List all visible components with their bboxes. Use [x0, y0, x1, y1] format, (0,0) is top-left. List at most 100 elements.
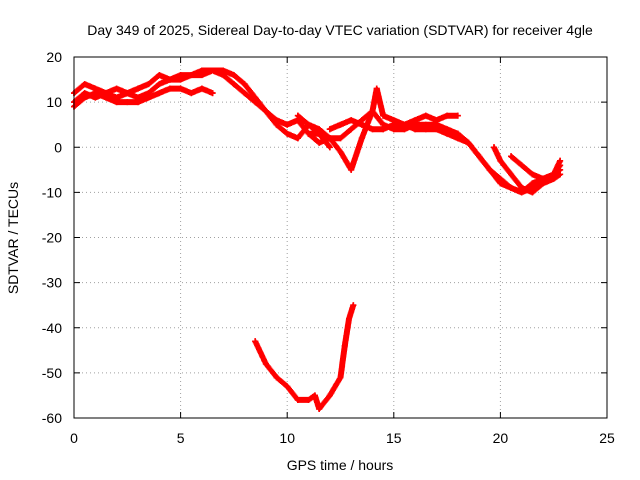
data-point — [294, 396, 301, 403]
data-point — [518, 162, 525, 169]
data-point — [337, 135, 344, 142]
data-point — [156, 90, 163, 97]
data-point — [326, 135, 333, 142]
data-point — [326, 392, 333, 399]
x-tick-label: 5 — [177, 430, 185, 446]
data-point — [316, 405, 323, 412]
chart-title: Day 349 of 2025, Sidereal Day-to-day VTE… — [87, 22, 593, 38]
data-point — [166, 85, 173, 92]
data-point — [294, 112, 301, 119]
y-tick-label: -40 — [42, 320, 62, 336]
data-point — [508, 153, 515, 160]
data-point — [284, 383, 291, 390]
series-markers — [454, 130, 564, 196]
data-point — [220, 67, 227, 74]
data-point — [156, 72, 163, 79]
y-tick-label: -10 — [42, 184, 62, 200]
data-point — [262, 360, 269, 367]
y-tick-label: -20 — [42, 230, 62, 246]
series-track-2 — [71, 67, 333, 151]
data-point — [166, 76, 173, 83]
data-point — [529, 189, 536, 196]
series-markers — [252, 302, 357, 412]
series-markers — [71, 67, 333, 151]
data-point — [454, 130, 461, 137]
data-point — [198, 85, 205, 92]
y-tick-label: 10 — [46, 94, 62, 110]
y-tick-label: 20 — [46, 49, 62, 65]
data-point — [209, 90, 216, 97]
data-point — [358, 121, 365, 128]
data-point — [198, 72, 205, 79]
x-tick-label: 25 — [599, 430, 615, 446]
data-point — [134, 85, 141, 92]
x-tick-label: 10 — [279, 430, 295, 446]
data-point — [422, 112, 429, 119]
data-point — [113, 85, 120, 92]
data-point — [348, 117, 355, 124]
data-point — [369, 108, 376, 115]
y-tick-label: -30 — [42, 275, 62, 291]
data-point — [316, 130, 323, 137]
data-point — [476, 153, 483, 160]
data-point — [518, 184, 525, 191]
data-point — [145, 94, 152, 101]
data-point — [412, 126, 419, 133]
data-point — [316, 139, 323, 146]
data-point — [491, 144, 498, 151]
data-point — [369, 126, 376, 133]
data-point — [497, 175, 504, 182]
data-point — [284, 121, 291, 128]
data-point — [92, 90, 99, 97]
data-point — [177, 85, 184, 92]
data-point — [557, 157, 564, 164]
data-point — [337, 374, 344, 381]
data-point — [337, 148, 344, 155]
data-series — [71, 67, 564, 412]
series-track-9 — [508, 153, 564, 182]
x-tick-label: 20 — [493, 430, 509, 446]
grid-lines — [74, 57, 607, 418]
data-point — [124, 99, 131, 106]
data-point — [348, 166, 355, 173]
data-point — [380, 126, 387, 133]
data-point — [252, 338, 259, 345]
x-axis-label: GPS time / hours — [287, 457, 394, 473]
data-point — [113, 99, 120, 106]
data-point — [273, 374, 280, 381]
data-point — [102, 94, 109, 101]
data-point — [241, 81, 248, 88]
data-point — [337, 121, 344, 128]
data-point — [81, 81, 88, 88]
y-tick-label: -50 — [42, 365, 62, 381]
y-axis-label: SDTVAR / TECUs — [5, 182, 21, 294]
data-point — [326, 126, 333, 133]
data-point — [486, 166, 493, 173]
data-point — [540, 175, 547, 182]
data-point — [241, 90, 248, 97]
plot-frame — [73, 56, 608, 419]
data-point — [305, 121, 312, 128]
data-point — [341, 342, 348, 349]
data-point — [508, 184, 515, 191]
data-point — [177, 72, 184, 79]
data-point — [550, 171, 557, 178]
data-point — [373, 85, 380, 92]
data-point — [284, 130, 291, 137]
data-point — [444, 130, 451, 137]
data-point — [305, 130, 312, 137]
data-point — [390, 121, 397, 128]
data-point — [380, 112, 387, 119]
data-point — [188, 90, 195, 97]
data-point — [433, 126, 440, 133]
x-tick-label: 15 — [386, 430, 402, 446]
data-point — [348, 126, 355, 133]
data-point — [444, 112, 451, 119]
data-point — [358, 135, 365, 142]
data-point — [326, 144, 333, 151]
data-point — [230, 72, 237, 79]
data-point — [145, 81, 152, 88]
data-point — [305, 396, 312, 403]
y-tick-label: 0 — [54, 139, 62, 155]
